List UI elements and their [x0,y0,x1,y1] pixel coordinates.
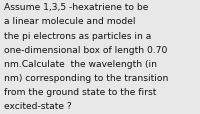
Text: Assume 1,3,5 -hexatriene to be: Assume 1,3,5 -hexatriene to be [4,3,148,12]
Text: nm.Calculate  the wavelength (in: nm.Calculate the wavelength (in [4,59,157,68]
Text: nm) corresponding to the transition: nm) corresponding to the transition [4,73,168,82]
Text: a linear molecule and model: a linear molecule and model [4,17,136,26]
Text: the pi electrons as particles in a: the pi electrons as particles in a [4,31,151,40]
Text: from the ground state to the first: from the ground state to the first [4,87,156,96]
Text: one-dimensional box of length 0.70: one-dimensional box of length 0.70 [4,45,167,54]
Text: excited-state ?: excited-state ? [4,101,72,110]
